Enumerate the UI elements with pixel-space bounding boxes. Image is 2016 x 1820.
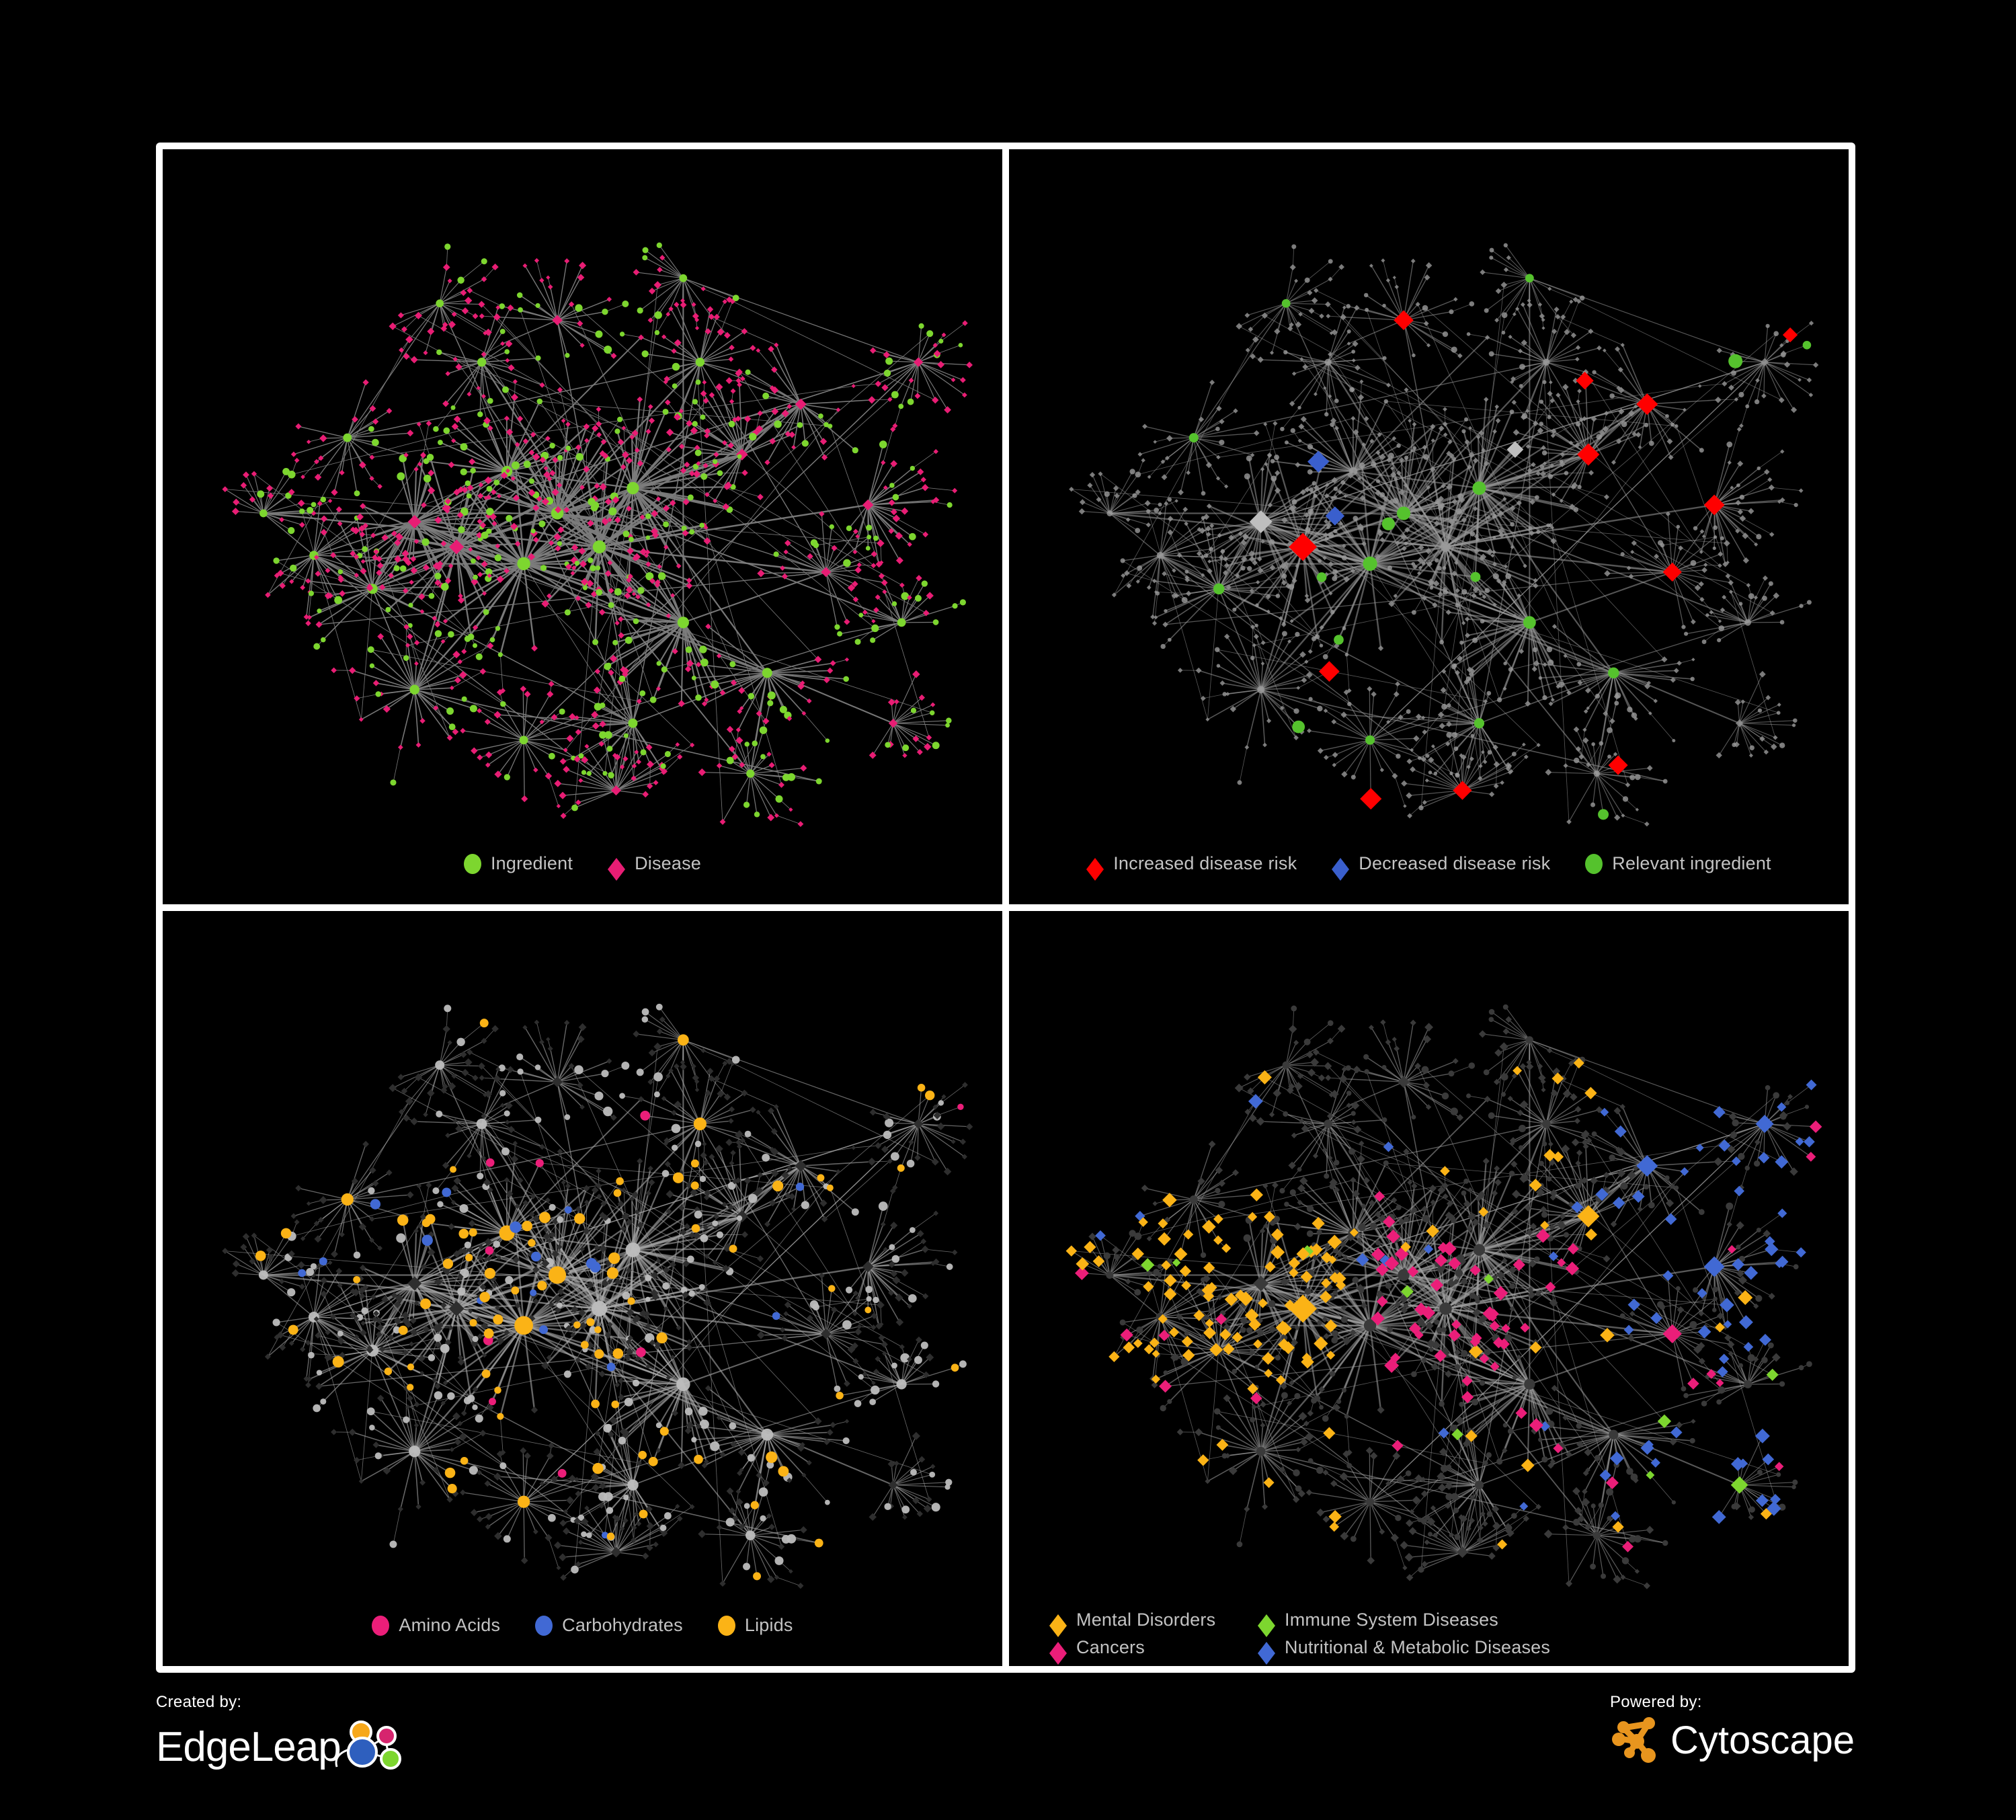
amino-acids-circle-icon bbox=[372, 1615, 390, 1636]
mental-disorders-diamond-icon bbox=[1049, 1614, 1067, 1637]
legend-label-nutritional-metabolic-diseases: Nutritional & Metabolic Diseases bbox=[1285, 1637, 1551, 1657]
legend-row-1: Mental Disorders Immune System Diseases bbox=[1049, 1610, 1498, 1637]
edgeleap-lockup[interactable]: EdgeLeap bbox=[156, 1714, 409, 1780]
legend-label-increased-risk: Increased disease risk bbox=[1113, 853, 1297, 873]
legend-item-ingredient[interactable]: Ingredient bbox=[463, 853, 573, 874]
network-canvas-nutrient-classes[interactable] bbox=[163, 911, 1002, 1606]
edgeleap-wordmark: EdgeLeap bbox=[156, 1723, 341, 1770]
legend-label-mental-disorders: Mental Disorders bbox=[1076, 1610, 1216, 1630]
legend-item-nutritional-metabolic-diseases[interactable]: Nutritional & Metabolic Diseases bbox=[1258, 1637, 1551, 1665]
footer: Created by: EdgeLeap Powered by: bbox=[156, 1688, 1860, 1802]
ingredient-circle-icon bbox=[463, 853, 481, 874]
legend-item-amino-acids[interactable]: Amino Acids bbox=[372, 1615, 500, 1636]
legend-label-lipids: Lipids bbox=[744, 1615, 793, 1635]
legend-item-decreased-risk[interactable]: Decreased disease risk bbox=[1332, 853, 1551, 881]
panel-grid: Ingredient Disease Increased disease ris… bbox=[163, 149, 1849, 1666]
legend-item-carbohydrates[interactable]: Carbohydrates bbox=[535, 1615, 683, 1636]
created-by-kicker: Created by: bbox=[156, 1693, 242, 1711]
relevant-ingredient-circle-icon bbox=[1585, 853, 1603, 874]
increased-risk-diamond-icon bbox=[1086, 858, 1104, 881]
legend-item-increased-risk[interactable]: Increased disease risk bbox=[1086, 853, 1297, 881]
disease-diamond-icon bbox=[608, 858, 626, 881]
network-canvas-disease-classes[interactable] bbox=[1009, 911, 1849, 1606]
cytoscape-wordmark: Cytoscape bbox=[1670, 1718, 1855, 1762]
legend-label-relevant-ingredient: Relevant ingredient bbox=[1612, 853, 1771, 873]
nutritional-metabolic-diamond-icon bbox=[1258, 1642, 1275, 1665]
cytoscape-logo-icon bbox=[1610, 1714, 1662, 1766]
legend-item-lipids[interactable]: Lipids bbox=[717, 1615, 793, 1636]
legend-item-relevant-ingredient[interactable]: Relevant ingredient bbox=[1585, 853, 1771, 874]
legend-item-cancers[interactable]: Cancers bbox=[1049, 1637, 1258, 1665]
legend-row-2: Cancers Nutritional & Metabolic Diseases bbox=[1049, 1637, 1551, 1665]
lipids-circle-icon bbox=[717, 1615, 735, 1636]
legend-ingredient-disease: Ingredient Disease bbox=[163, 844, 1002, 904]
legend-item-mental-disorders[interactable]: Mental Disorders bbox=[1049, 1610, 1258, 1637]
legend-item-immune-system-diseases[interactable]: Immune System Diseases bbox=[1258, 1610, 1498, 1637]
panel-disease-risk[interactable]: Increased disease risk Decreased disease… bbox=[1009, 149, 1849, 904]
legend-label-amino-acids: Amino Acids bbox=[399, 1615, 501, 1635]
powered-by-kicker: Powered by: bbox=[1609, 1693, 1702, 1711]
powered-by-branding: Powered by: bbox=[1610, 1693, 1855, 1766]
legend-label-ingredient: Ingredient bbox=[490, 853, 573, 873]
decreased-risk-diamond-icon bbox=[1332, 858, 1350, 881]
legend-item-disease[interactable]: Disease bbox=[608, 853, 702, 881]
panel-disease-classes[interactable]: Mental Disorders Immune System Diseases … bbox=[1009, 911, 1849, 1666]
network-canvas-ingredient-disease[interactable] bbox=[163, 149, 1002, 844]
cytoscape-lockup[interactable]: Cytoscape bbox=[1610, 1714, 1855, 1766]
immune-system-diseases-diamond-icon bbox=[1258, 1614, 1275, 1637]
cancers-diamond-icon bbox=[1049, 1642, 1067, 1665]
carbohydrates-circle-icon bbox=[535, 1615, 553, 1636]
panel-nutrient-classes[interactable]: Amino Acids Carbohydrates Lipids bbox=[163, 911, 1002, 1666]
legend-label-disease: Disease bbox=[635, 853, 702, 873]
figure-frame: Ingredient Disease Increased disease ris… bbox=[156, 143, 1855, 1673]
created-by-branding: Created by: EdgeLeap bbox=[156, 1693, 409, 1780]
panel-ingredient-disease[interactable]: Ingredient Disease bbox=[163, 149, 1002, 904]
edgeleap-node-logo-icon bbox=[331, 1714, 409, 1780]
network-canvas-disease-risk[interactable] bbox=[1009, 149, 1849, 844]
legend-label-immune-system-diseases: Immune System Diseases bbox=[1285, 1610, 1498, 1630]
legend-label-decreased-risk: Decreased disease risk bbox=[1359, 853, 1551, 873]
legend-disease-classes: Mental Disorders Immune System Diseases … bbox=[1009, 1606, 1849, 1666]
legend-disease-risk: Increased disease risk Decreased disease… bbox=[1009, 844, 1849, 904]
legend-nutrient-classes: Amino Acids Carbohydrates Lipids bbox=[163, 1606, 1002, 1666]
legend-label-cancers: Cancers bbox=[1076, 1637, 1145, 1657]
legend-label-carbohydrates: Carbohydrates bbox=[562, 1615, 683, 1635]
